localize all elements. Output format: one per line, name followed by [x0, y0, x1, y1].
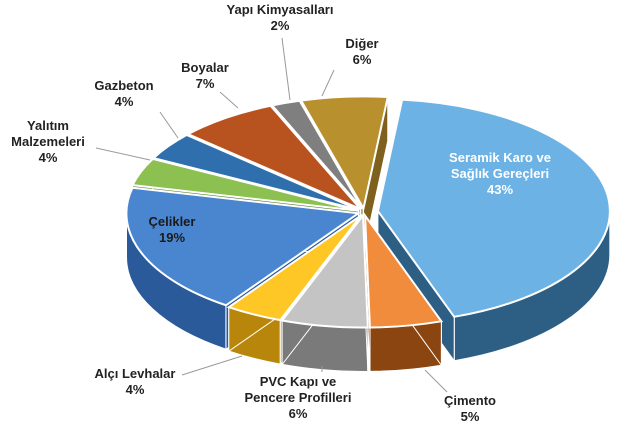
pie-slice-seramik-karo-ve-saglik-gerecleri — [376, 98, 611, 318]
leader-line-boyalar — [219, 91, 239, 109]
pie-slice-celikler — [125, 186, 362, 307]
data-label-cimento: Çimento 5% — [444, 393, 496, 424]
slice-name: Gazbeton — [94, 78, 153, 93]
slice-name: Boyalar — [181, 60, 229, 75]
slice-percent: 7% — [196, 76, 215, 91]
slice-percent: 2% — [271, 18, 290, 33]
data-label-yapi-kimyasallari: Yapı Kimyasalları 2% — [227, 2, 334, 33]
slice-percent: 4% — [115, 94, 134, 109]
pie-slices — [125, 95, 611, 329]
slice-name: Sağlık Gereçleri — [451, 166, 549, 181]
leader-line-alci-levhalar — [181, 355, 243, 376]
slice-name: Çimento — [444, 393, 496, 408]
slice-percent: 4% — [39, 150, 58, 165]
leader-line-diger — [321, 69, 335, 97]
data-label-boyalar: Boyalar 7% — [181, 60, 229, 91]
data-label-seramik-karo-ve-saglik-gerecleri: Seramik Karo ve Sağlık Gereçleri 43% — [449, 150, 551, 197]
leader-line-yapi-kimyasallari — [281, 37, 291, 101]
slice-name: Alçı Levhalar — [95, 366, 176, 381]
slice-name: Yalıtım — [27, 118, 69, 133]
data-label-alci-levhalar: Alçı Levhalar 4% — [95, 366, 176, 397]
pie-slice-diger — [299, 95, 389, 212]
slice-name: Seramik Karo ve — [449, 150, 551, 165]
data-label-gazbeton: Gazbeton 4% — [94, 78, 153, 109]
pie-slice-cimento — [363, 212, 444, 329]
slice-percent: 5% — [461, 409, 480, 424]
leader-line-yalitim-malzemeleri — [95, 147, 151, 161]
pie-slice-alci-levhalar — [226, 214, 363, 322]
slice-percent: 19% — [159, 230, 185, 245]
pie-slice-gazbeton — [151, 133, 360, 211]
slice-percent: 6% — [289, 406, 308, 421]
slice-percent: 43% — [487, 182, 513, 197]
pie-slice-boyalar — [185, 104, 362, 210]
data-label-diger: Diğer 6% — [345, 36, 378, 67]
data-label-pvc-kapi-ve-pencere-profilleri: PVC Kapı ve Pencere Profilleri 6% — [245, 374, 352, 421]
slice-name: Malzemeleri — [11, 134, 85, 149]
data-label-yalitim-malzemeleri: Yalıtım Malzemeleri 4% — [11, 118, 85, 165]
leader-line-cimento — [424, 369, 448, 393]
data-label-celikler: Çelikler 19% — [149, 214, 196, 245]
slice-name: Pencere Profilleri — [245, 390, 352, 405]
slice-name: Yapı Kimyasalları — [227, 2, 334, 17]
pie-slice-pvc-kapi-ve-pencere-profilleri — [280, 212, 369, 329]
leader-line-gazbeton — [159, 111, 179, 139]
slice-name: Çelikler — [149, 214, 196, 229]
slice-percent: 4% — [126, 382, 145, 397]
pie-slice-yapi-kimyasallari — [270, 99, 363, 210]
slice-percent: 6% — [353, 52, 372, 67]
slice-name: Diğer — [345, 36, 378, 51]
slice-name: PVC Kapı ve — [260, 374, 337, 389]
pie-labels: Seramik Karo ve Sağlık Gereçleri 43% Çiment… — [11, 2, 551, 424]
